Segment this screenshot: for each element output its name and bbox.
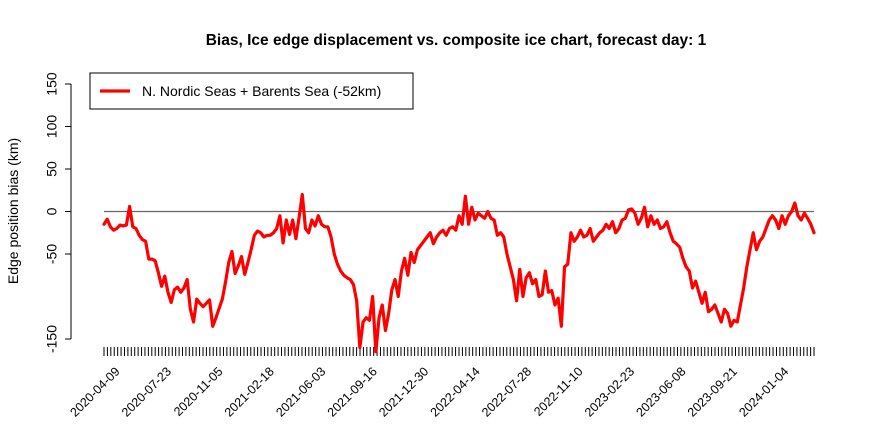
x-tick-label: 2022-04-14 xyxy=(428,364,483,419)
x-tick-label: 2023-09-21 xyxy=(685,364,740,419)
chart-title: Bias, Ice edge displacement vs. composit… xyxy=(206,32,707,49)
y-tick-label: -50 xyxy=(44,244,60,264)
legend: N. Nordic Seas + Barents Sea (-52km) xyxy=(89,72,414,110)
y-tick-label: 100 xyxy=(44,115,60,139)
x-axis: 2020-04-092020-07-232020-11-052021-02-18… xyxy=(68,347,815,420)
y-axis-label: Edge position bias (km) xyxy=(5,138,21,284)
x-tick-label: 2023-02-23 xyxy=(582,364,637,419)
x-tick-label: 2022-07-28 xyxy=(479,364,534,419)
x-tick-label: 2021-06-03 xyxy=(273,364,328,419)
x-tick-label: 2022-11-10 xyxy=(531,364,585,418)
x-tick-label: 2023-06-08 xyxy=(633,364,688,419)
legend-box xyxy=(89,72,414,110)
y-axis: -150 -50 0 50 100 150 xyxy=(44,72,72,353)
x-tick-label: 2024-01-04 xyxy=(736,364,791,419)
y-tick-label: -150 xyxy=(44,325,60,353)
x-tick-label: 2021-02-18 xyxy=(222,364,277,419)
series-line-nordic-barents xyxy=(102,192,816,354)
x-tick-label: 2020-04-09 xyxy=(68,364,123,419)
y-tick-label: 0 xyxy=(44,207,60,215)
x-tick-label: 2020-11-05 xyxy=(171,364,225,418)
legend-label: N. Nordic Seas + Barents Sea (-52km) xyxy=(142,83,381,99)
y-tick-label: 50 xyxy=(44,161,60,177)
x-tick-label: 2020-07-23 xyxy=(119,364,174,419)
x-tick-label: 2021-09-16 xyxy=(325,364,380,419)
x-tick-label: 2021-12-30 xyxy=(376,364,431,419)
y-tick-label: 150 xyxy=(44,72,60,96)
